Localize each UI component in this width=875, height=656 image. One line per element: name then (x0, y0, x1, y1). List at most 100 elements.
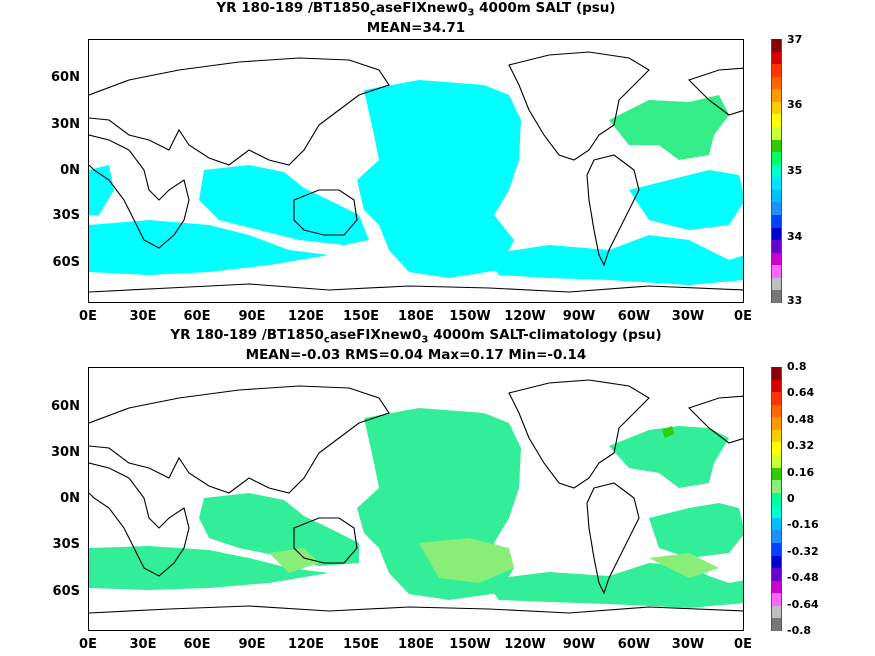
bottom-map-svg (89, 379, 743, 614)
bottom-cbar-segment (772, 605, 781, 619)
bottom-cbar-segment (772, 618, 781, 632)
top-coast-africa (89, 134, 190, 249)
bottom-lon-30w: 30W (671, 637, 705, 652)
top-indian-region (199, 165, 369, 245)
top-cbar-label-34: 34 (787, 230, 803, 243)
bottom-title-middle: aseFIXnew0 (329, 327, 422, 343)
bottom-cbar-segment (772, 593, 781, 607)
bottom-map (88, 367, 744, 631)
bottom-cbar-segment (772, 492, 781, 506)
top-cbar-segment (772, 189, 781, 203)
top-cbar-segment (772, 114, 781, 128)
bottom-southern-region (89, 546, 329, 590)
top-subtitle: MEAN=34.71 (366, 20, 466, 36)
top-cbar-segment (772, 127, 781, 141)
bottom-cbar-segment (772, 480, 781, 494)
bottom-coast-africa (89, 462, 190, 577)
bottom-cbar-label: 0 (787, 492, 795, 505)
top-map-svg (89, 51, 743, 293)
top-lon-150e: 150E (342, 309, 380, 324)
top-lon-60e: 60E (183, 309, 211, 324)
bottom-cbar-segment (772, 442, 781, 456)
top-lat-label-60s: 60S (52, 255, 80, 270)
top-cbar-segment (772, 252, 781, 266)
top-title-sub1: c (369, 7, 376, 19)
top-title: YR 180-189 /BT1850caseFIXnew03 4000m SAL… (88, 0, 744, 19)
bottom-lat-label-0n: 0N (60, 491, 80, 506)
top-cbar-label-33: 33 (787, 294, 803, 307)
bottom-lon-150w: 150W (449, 637, 491, 652)
top-map (88, 39, 744, 303)
top-southern-region (89, 220, 329, 275)
bottom-peak-anomaly (662, 426, 674, 438)
bottom-cbar-label: -0.48 (787, 571, 819, 585)
top-lon-90w: 90W (562, 309, 596, 324)
bottom-lat-label-30s: 30S (52, 537, 80, 552)
bottom-high-anomaly-2 (269, 548, 319, 573)
bottom-cbar-segment (772, 392, 781, 406)
bottom-high-anomaly-3 (649, 553, 719, 578)
top-cbar-segment (772, 164, 781, 178)
bottom-indian-region (199, 493, 359, 566)
top-cbar-segment (772, 152, 781, 166)
bottom-cbar-label: -0.8 (787, 624, 812, 637)
top-lon-120w: 120W (504, 309, 546, 324)
bottom-cbar-segment (772, 429, 781, 443)
top-lon-120e: 120E (287, 309, 325, 324)
bottom-cbar-segment (772, 455, 781, 469)
bottom-atlantic-region (609, 426, 729, 488)
bottom-lat-label-60n: 60N (51, 399, 80, 414)
bottom-subtitle: MEAN=-0.03 RMS=0.04 Max=0.17 Min=-0.14 (245, 347, 587, 363)
bottom-anomaly-field (89, 408, 743, 608)
bottom-coast-antarctica (89, 605, 743, 614)
bottom-cbar-segment (772, 404, 781, 418)
top-cbar-segment (772, 177, 781, 191)
bottom-cbar-segment (772, 568, 781, 582)
bottom-cbar-label: -0.32 (787, 544, 819, 558)
top-cbar-segment (772, 76, 781, 90)
bottom-cbar-segment (772, 467, 781, 481)
top-cbar-label-35: 35 (787, 164, 803, 177)
top-title-prefix: YR 180-189 /BT1850 (216, 0, 370, 16)
top-cbar-segment (772, 89, 781, 103)
bottom-coast-asia (89, 385, 390, 494)
top-cbar-segment (772, 277, 781, 291)
top-lon-0e: 0E (79, 309, 97, 324)
top-sw-atlantic-region (629, 170, 743, 230)
bottom-title-sub2: 3 (421, 334, 429, 346)
bottom-cbar-segment (772, 505, 781, 519)
top-coast-north-america (508, 51, 650, 161)
bottom-cbar-segment (772, 555, 781, 569)
top-salinity-field (89, 80, 743, 285)
top-cbar-segment (772, 290, 781, 304)
top-cbar-segment (772, 101, 781, 115)
bottom-lon-60e: 60E (183, 637, 211, 652)
top-coastlines (89, 51, 743, 293)
bottom-lon-0e-end: 0E (734, 637, 752, 652)
top-coast-australia (293, 189, 358, 236)
bottom-lon-120w: 120W (504, 637, 546, 652)
top-atlantic-region (609, 95, 729, 160)
bottom-cbar-label: -0.16 (787, 518, 819, 532)
top-pacific-region (357, 80, 521, 278)
bottom-coast-north-america (508, 379, 650, 489)
top-lat-label-60n: 60N (51, 70, 80, 85)
bottom-cbar-label: 0.48 (787, 412, 815, 426)
bottom-coastlines (89, 379, 743, 614)
top-lon-180e: 180E (397, 309, 435, 324)
top-lon-30w: 30W (671, 309, 705, 324)
bottom-cbar-segment (772, 517, 781, 531)
bottom-title: YR 180-189 /BT1850caseFIXnew03 4000m SAL… (88, 327, 744, 346)
bottom-southern-east-region (484, 563, 743, 608)
bottom-cbar-label: 0.32 (787, 439, 815, 453)
bottom-title-sub1: c (323, 334, 330, 346)
bottom-coast-europe (687, 395, 743, 444)
top-lat-label-0n: 0N (60, 163, 80, 178)
top-cbar-segment (772, 240, 781, 254)
top-cbar-segment (772, 265, 781, 279)
top-title-middle: aseFIXnew0 (375, 0, 468, 16)
bottom-lat-label-60s: 60S (52, 584, 80, 599)
bottom-sw-atlantic-region (649, 503, 743, 558)
bottom-title-suffix: 4000m SALT-climatology (psu) (428, 327, 662, 343)
top-lon-150w: 150W (449, 309, 491, 324)
